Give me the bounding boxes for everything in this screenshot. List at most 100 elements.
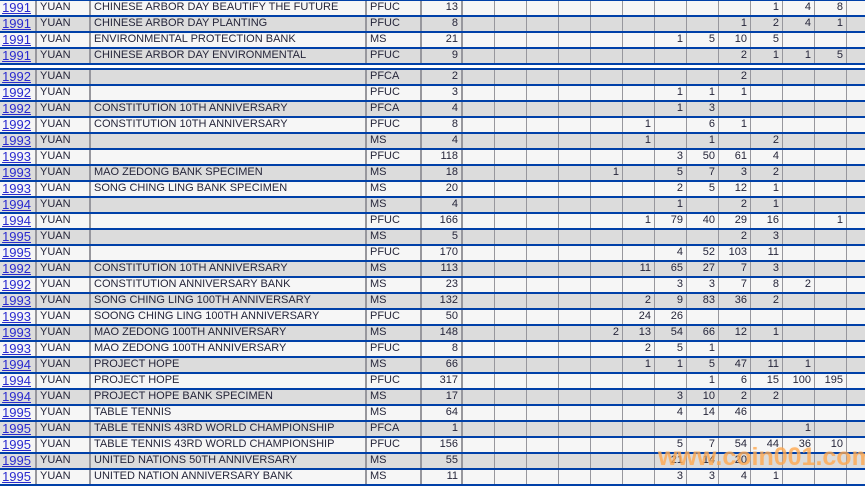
grade-count-cell: [527, 422, 559, 436]
grade-count-cell: [527, 134, 559, 148]
year-link[interactable]: 1991: [2, 17, 31, 31]
grade-cell: PFUC: [367, 86, 422, 100]
year-link[interactable]: 1995: [2, 422, 31, 436]
grade-count-cell: [591, 86, 623, 100]
year-link[interactable]: 1992: [2, 86, 31, 100]
grade-count-cell: [495, 86, 527, 100]
table-row: 1994 YUAN MS 4 1 2 1: [0, 198, 865, 214]
year-link[interactable]: 1992: [2, 118, 31, 132]
year-link[interactable]: 1994: [2, 358, 31, 372]
year-link[interactable]: 1993: [2, 310, 31, 324]
grade-count-cell: [687, 17, 719, 31]
grade-count-cell: [783, 198, 815, 212]
year-link[interactable]: 1993: [2, 134, 31, 148]
description-cell: [91, 230, 367, 244]
year-link[interactable]: 1992: [2, 278, 31, 292]
total-cell: 170: [422, 246, 463, 260]
year-link[interactable]: 1991: [2, 49, 31, 63]
grade-count-cell: 2: [719, 70, 751, 84]
grade-count-cell: 8: [751, 278, 783, 292]
grade-count-cell: [463, 262, 495, 276]
grade-count-cell: 11: [751, 246, 783, 260]
grade-count-cell: [559, 86, 591, 100]
grade-count-cell: 2: [591, 326, 623, 340]
grade-count-cell: 7: [719, 262, 751, 276]
grade-count-cell: [495, 214, 527, 228]
grade-count-cell: [495, 454, 527, 468]
grade-count-cell: [815, 86, 847, 100]
year-link[interactable]: 1995: [2, 470, 31, 484]
year-link[interactable]: 1991: [2, 33, 31, 47]
grade-count-cell: [591, 182, 623, 196]
year-link[interactable]: 1995: [2, 438, 31, 452]
grade-count-cell: [655, 374, 687, 388]
total-cell: 1: [422, 422, 463, 436]
grade-count-cell: 12: [719, 182, 751, 196]
year-cell: 1995: [0, 246, 37, 260]
grade-count-cell: [751, 422, 783, 436]
grade-count-cell: [495, 70, 527, 84]
year-link[interactable]: 1993: [2, 150, 31, 164]
year-link[interactable]: 1993: [2, 166, 31, 180]
grade-count-cell: 40: [687, 214, 719, 228]
year-cell: 1993: [0, 342, 37, 356]
table-row: 1991 YUAN CHINESE ARBOR DAY BEAUTIFY THE F…: [0, 1, 865, 17]
description-cell: CHINESE ARBOR DAY PLANTING: [91, 17, 367, 31]
denomination-cell: YUAN: [37, 454, 91, 468]
grade-count-cell: [687, 310, 719, 324]
year-link[interactable]: 1994: [2, 214, 31, 228]
grade-count-cell: [527, 406, 559, 420]
year-link[interactable]: 1992: [2, 70, 31, 84]
grade-count-cell: 1: [783, 422, 815, 436]
grade-count-cell: [495, 182, 527, 196]
grade-cell: PFCA: [367, 422, 422, 436]
grade-count-cell: [527, 294, 559, 308]
year-link[interactable]: 1993: [2, 326, 31, 340]
grade-count-cell: [847, 102, 865, 116]
description-cell: CHINESE ARBOR DAY BEAUTIFY THE FUTURE: [91, 1, 367, 15]
year-link[interactable]: 1995: [2, 406, 31, 420]
table-row: 1993 YUAN MAO ZEDONG BANK SPECIMEN MS 18 1 5 7 3…: [0, 166, 865, 182]
table-row: 1993 YUAN PFUC 118 3 50 61 4: [0, 150, 865, 166]
grade-count-cell: [847, 262, 865, 276]
denomination-cell: YUAN: [37, 438, 91, 452]
year-link[interactable]: 1991: [2, 1, 31, 15]
year-link[interactable]: 1993: [2, 294, 31, 308]
grade-count-cell: [847, 70, 865, 84]
denomination-cell: YUAN: [37, 86, 91, 100]
grade-count-cell: [719, 134, 751, 148]
year-link[interactable]: 1994: [2, 374, 31, 388]
grade-count-cell: [527, 182, 559, 196]
year-link[interactable]: 1995: [2, 246, 31, 260]
grade-count-cell: [463, 1, 495, 15]
grade-count-cell: 1: [623, 358, 655, 372]
grade-count-cell: [815, 246, 847, 260]
grade-count-cell: 195: [815, 374, 847, 388]
year-link[interactable]: 1994: [2, 198, 31, 212]
total-cell: 8: [422, 17, 463, 31]
grade-count-cell: [495, 374, 527, 388]
grade-count-cell: [559, 470, 591, 484]
grade-count-cell: [591, 342, 623, 356]
description-cell: MAO ZEDONG 100TH ANNIVERSARY: [91, 342, 367, 356]
year-cell: 1993: [0, 182, 37, 196]
year-link[interactable]: 1992: [2, 102, 31, 116]
year-link[interactable]: 1995: [2, 230, 31, 244]
year-link[interactable]: 1993: [2, 182, 31, 196]
table-row: 1992 YUAN CONSTITUTION 10TH ANNIVERSARY PFC…: [0, 102, 865, 118]
year-link[interactable]: 1993: [2, 342, 31, 356]
grade-count-cell: 7: [687, 438, 719, 452]
year-link[interactable]: 1992: [2, 262, 31, 276]
year-link[interactable]: 1995: [2, 454, 31, 468]
grade-count-cell: [527, 230, 559, 244]
grade-count-cell: [559, 454, 591, 468]
grade-count-cell: [751, 406, 783, 420]
description-cell: [91, 134, 367, 148]
year-link[interactable]: 1994: [2, 390, 31, 404]
grade-cell: PFUC: [367, 118, 422, 132]
grade-count-cell: [783, 166, 815, 180]
grade-cell: PFUC: [367, 150, 422, 164]
grade-count-cell: [815, 310, 847, 324]
grade-count-cell: [815, 262, 847, 276]
